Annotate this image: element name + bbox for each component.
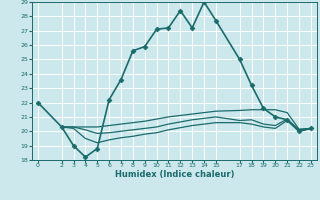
X-axis label: Humidex (Indice chaleur): Humidex (Indice chaleur) [115,170,234,179]
